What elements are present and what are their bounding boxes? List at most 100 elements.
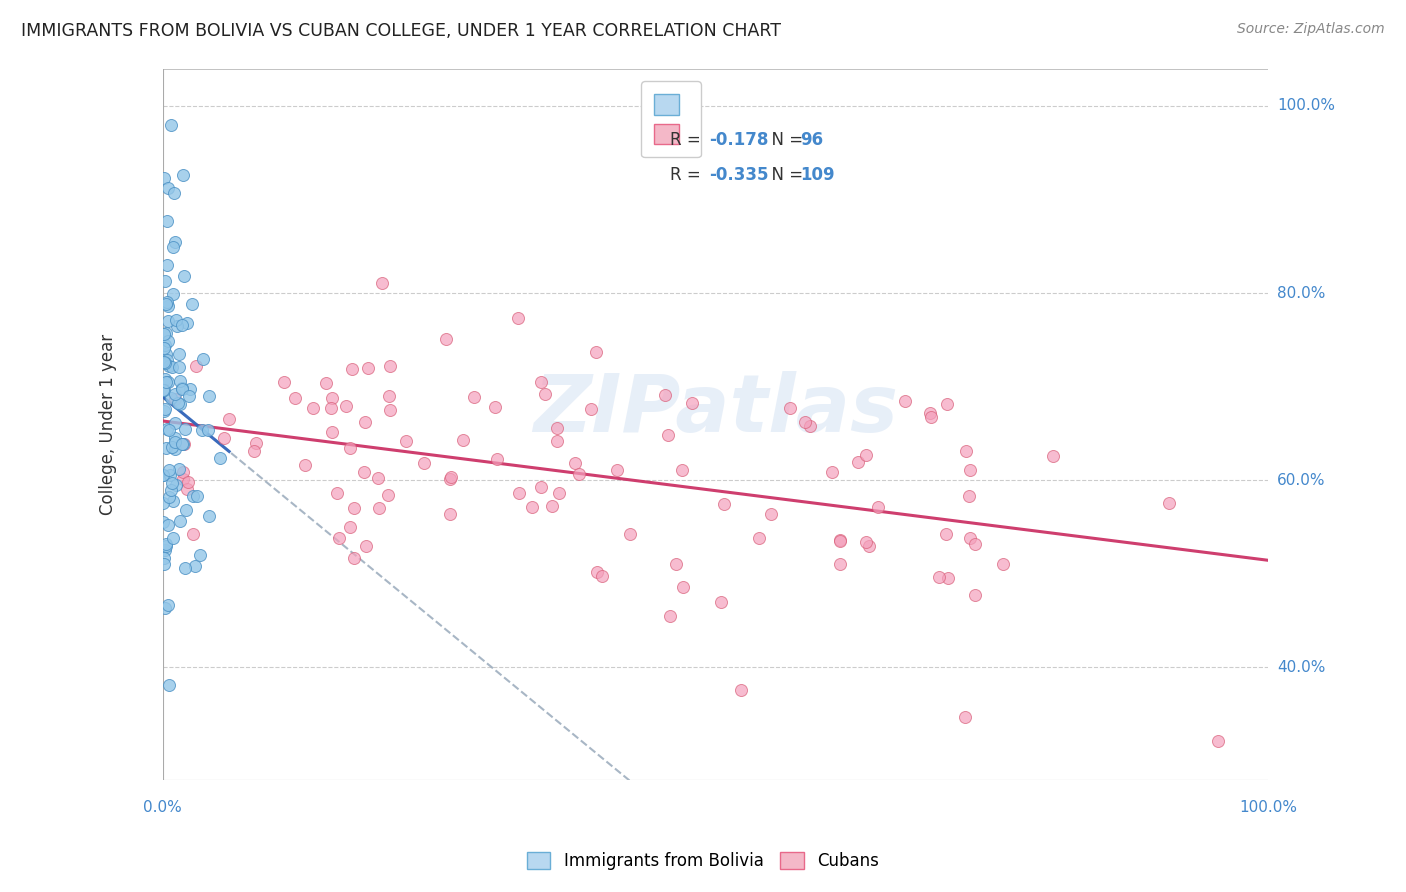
Text: 100.0%: 100.0%: [1239, 800, 1298, 815]
Point: [172, 437, 194, 451]
Point: [152, 515, 174, 529]
Point: [846, 455, 869, 469]
Point: [339, 441, 361, 455]
Point: [436, 332, 458, 346]
Point: [370, 276, 392, 290]
Point: [353, 416, 375, 430]
Point: [152, 496, 174, 510]
Point: [169, 374, 191, 388]
Point: [591, 568, 613, 582]
Point: [153, 601, 176, 615]
Point: [153, 371, 176, 385]
Point: [166, 318, 188, 333]
Text: N =: N =: [761, 166, 808, 184]
Point: [953, 710, 976, 724]
Point: [157, 180, 180, 194]
Point: [377, 488, 399, 502]
Point: [830, 533, 852, 547]
Point: [155, 537, 177, 551]
Point: [713, 497, 735, 511]
Text: 109: 109: [800, 166, 835, 184]
Text: R =: R =: [669, 131, 706, 149]
Point: [173, 422, 195, 436]
Point: [440, 469, 463, 483]
Legend: Immigrants from Bolivia, Cubans: Immigrants from Bolivia, Cubans: [520, 845, 886, 877]
Point: [858, 539, 880, 553]
Point: [799, 419, 821, 434]
Point: [176, 482, 198, 496]
Point: [522, 500, 544, 514]
Point: [529, 375, 551, 389]
Point: [153, 402, 176, 417]
Text: -0.178: -0.178: [709, 131, 769, 149]
Point: [212, 431, 235, 445]
Point: [928, 570, 950, 584]
Point: [957, 489, 980, 503]
Point: [439, 472, 461, 486]
Point: [163, 186, 186, 201]
Point: [1159, 496, 1181, 510]
Point: [828, 534, 851, 549]
Point: [218, 412, 240, 426]
Point: [378, 389, 401, 403]
Point: [153, 356, 176, 370]
Text: 80.0%: 80.0%: [1277, 285, 1326, 301]
Point: [153, 551, 176, 566]
Point: [176, 475, 198, 489]
Point: [484, 400, 506, 414]
Point: [157, 491, 180, 505]
Point: [710, 595, 733, 609]
Point: [152, 171, 174, 186]
Point: [169, 397, 191, 411]
Point: [162, 287, 184, 301]
Point: [991, 557, 1014, 571]
Point: [169, 514, 191, 528]
Point: [353, 465, 375, 479]
Point: [160, 391, 183, 405]
Point: [546, 434, 568, 448]
Point: [153, 543, 176, 558]
Point: [176, 316, 198, 330]
Point: [167, 462, 190, 476]
Point: [759, 507, 782, 521]
Point: [172, 381, 194, 395]
Point: [245, 436, 267, 450]
Point: [585, 345, 607, 359]
Point: [935, 526, 957, 541]
Text: -0.335: -0.335: [709, 166, 769, 184]
Point: [172, 472, 194, 486]
Point: [188, 548, 211, 562]
Point: [179, 382, 201, 396]
Point: [179, 389, 201, 403]
Point: [172, 169, 194, 183]
Point: [181, 527, 204, 541]
Point: [506, 310, 529, 325]
Point: [936, 571, 959, 585]
Point: [354, 539, 377, 553]
Point: [665, 558, 688, 572]
Point: [160, 359, 183, 374]
Point: [657, 428, 679, 442]
Point: [174, 503, 197, 517]
Point: [183, 559, 205, 574]
Point: [935, 396, 957, 410]
Point: [965, 537, 987, 551]
Point: [581, 401, 603, 416]
Point: [156, 299, 179, 313]
Point: [548, 485, 571, 500]
Point: [486, 452, 509, 467]
Point: [155, 337, 177, 351]
Point: [681, 396, 703, 410]
Point: [955, 444, 977, 458]
Point: [273, 375, 295, 389]
Point: [368, 501, 391, 516]
Point: [165, 416, 187, 430]
Point: [152, 467, 174, 482]
Point: [534, 387, 557, 401]
Text: 60.0%: 60.0%: [1277, 473, 1326, 488]
Point: [779, 401, 801, 416]
Point: [339, 519, 361, 533]
Point: [546, 421, 568, 435]
Point: [156, 258, 179, 272]
Point: [654, 388, 676, 402]
